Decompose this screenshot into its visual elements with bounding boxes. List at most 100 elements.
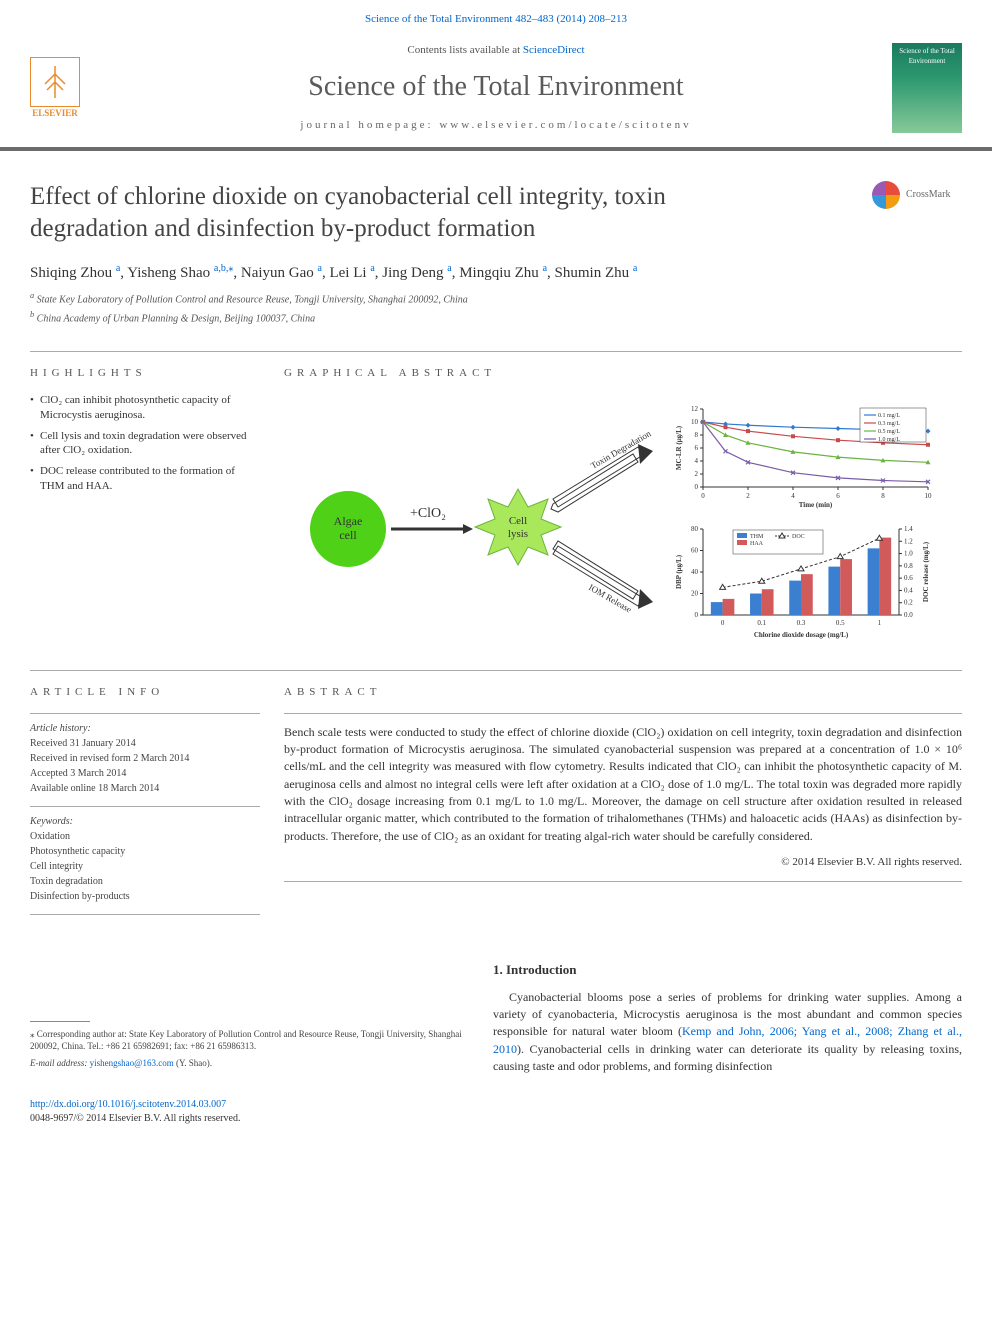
arrow-1-label: +ClO₂ — [410, 506, 446, 521]
homepage-line: journal homepage: www.elsevier.com/locat… — [100, 118, 892, 133]
graphical-abstract-column: GRAPHICAL ABSTRACT Algae cell +ClO₂ Cell… — [284, 366, 962, 665]
email-label: E-mail address: — [30, 1058, 90, 1068]
elsevier-logo: ELSEVIER — [20, 48, 90, 128]
algae-label-2: cell — [339, 528, 357, 542]
svg-text:2: 2 — [746, 492, 750, 500]
abstract-label: ABSTRACT — [284, 685, 962, 700]
svg-text:DBP (μg/L): DBP (μg/L) — [675, 554, 683, 589]
author-aff-sup: a — [543, 263, 547, 274]
masthead: ELSEVIER Contents lists available at Sci… — [0, 35, 992, 151]
doi-block: http://dx.doi.org/10.1016/j.scitotenv.20… — [0, 1086, 992, 1146]
author-aff-sup: a — [116, 263, 120, 274]
email-link[interactable]: yishengshao@163.com — [90, 1058, 174, 1068]
svg-text:8: 8 — [695, 431, 699, 439]
intro-section: ⁎ Corresponding author at: State Key Lab… — [0, 941, 992, 1086]
corresponding-author-note: ⁎ Corresponding author at: State Key Lab… — [30, 1028, 463, 1053]
sciencedirect-link[interactable]: ScienceDirect — [523, 44, 585, 56]
arrow-1-head — [463, 524, 473, 534]
journal-cover-thumb: Science of the Total Environment — [892, 43, 962, 133]
contents-prefix: Contents lists available at — [407, 44, 522, 56]
svg-text:MC-LR (μg/L): MC-LR (μg/L) — [675, 425, 683, 470]
svg-text:1.0 mg/L: 1.0 mg/L — [878, 437, 900, 443]
corresponding-star-icon: ⁎ — [228, 263, 233, 274]
keyword: Oxidation — [30, 830, 260, 844]
keyword: Photosynthetic capacity — [30, 845, 260, 859]
history-line: Received 31 January 2014 — [30, 737, 260, 751]
highlight-item: Cell lysis and toxin degradation were ob… — [30, 429, 260, 459]
title-line-1: Effect of chlorine dioxide on cyanobacte… — [30, 183, 666, 210]
author: Naiyun Gao a — [241, 265, 322, 281]
doi-link[interactable]: http://dx.doi.org/10.1016/j.scitotenv.20… — [30, 1099, 226, 1110]
cover-label: Science of the Total Environment — [899, 47, 955, 65]
divider — [30, 806, 260, 807]
svg-text:0.5: 0.5 — [836, 619, 845, 627]
graphical-label: GRAPHICAL ABSTRACT — [284, 366, 962, 381]
divider — [284, 881, 962, 882]
highlights-list: ClO₂ can inhibit photosynthetic capacity… — [30, 393, 260, 494]
svg-text:6: 6 — [695, 444, 699, 452]
svg-text:60: 60 — [691, 546, 699, 554]
svg-text:10: 10 — [925, 492, 933, 500]
bar-chart: 0204060800.00.20.40.60.81.01.21.400.10.3… — [675, 525, 930, 639]
svg-text:0.3 mg/L: 0.3 mg/L — [878, 421, 900, 427]
svg-text:4: 4 — [695, 457, 699, 465]
svg-text:12: 12 — [691, 405, 699, 413]
svg-text:0.8: 0.8 — [904, 562, 913, 570]
svg-text:0: 0 — [701, 492, 705, 500]
copyright-line: © 2014 Elsevier B.V. All rights reserved… — [284, 855, 962, 870]
elsevier-tree-icon — [30, 57, 80, 107]
lysis-label-2: lysis — [508, 528, 528, 540]
svg-text:0: 0 — [695, 483, 699, 491]
aff-b-text: China Academy of Urban Planning & Design… — [37, 314, 315, 325]
highlight-item: DOC release contributed to the formation… — [30, 464, 260, 494]
author: Mingqiu Zhu a — [459, 265, 547, 281]
svg-text:0: 0 — [695, 611, 699, 619]
authors-line: Shiqing Zhou a, Yisheng Shao a,b,⁎, Naiy… — [0, 252, 992, 290]
crossmark-label: CrossMark — [906, 188, 950, 202]
publisher-name: ELSEVIER — [32, 107, 78, 120]
article-info-column: ARTICLE INFO Article history: Received 3… — [30, 685, 260, 920]
svg-text:0.6: 0.6 — [904, 574, 913, 582]
top-citation: Science of the Total Environment 482–483… — [0, 0, 992, 35]
homepage-label: journal homepage: — [300, 119, 439, 131]
divider — [30, 670, 962, 671]
keywords-heading: Keywords: — [30, 815, 260, 829]
svg-text:1.4: 1.4 — [904, 525, 913, 533]
masthead-center: Contents lists available at ScienceDirec… — [100, 43, 892, 133]
toxin-arrow: Toxin Degradation — [551, 428, 653, 512]
iom-arrow: IOM Release — [553, 541, 653, 615]
svg-text:8: 8 — [881, 492, 885, 500]
affiliation-a: a State Key Laboratory of Pollution Cont… — [30, 290, 962, 307]
intro-text-post: ). Cyanobacterial cells in drinking wate… — [493, 1042, 962, 1073]
svg-text:0: 0 — [721, 619, 725, 627]
author-aff-sup: a — [370, 263, 374, 274]
author-aff-sup: a — [318, 263, 322, 274]
divider — [30, 351, 962, 352]
journal-name: Science of the Total Environment — [100, 67, 892, 106]
highlights-label: HIGHLIGHTS — [30, 366, 260, 381]
lysis-node: Cell lysis — [475, 489, 561, 565]
keyword: Disinfection by-products — [30, 890, 260, 904]
svg-text:1.0: 1.0 — [904, 550, 913, 558]
svg-text:10: 10 — [691, 418, 699, 426]
svg-text:0.0: 0.0 — [904, 611, 913, 619]
author: Yisheng Shao a,b,⁎ — [127, 265, 233, 281]
article-title: Effect of chlorine dioxide on cyanobacte… — [30, 181, 852, 244]
author: Jing Deng a — [382, 265, 451, 281]
article-header: Effect of chlorine dioxide on cyanobacte… — [0, 151, 992, 252]
author-aff-sup: a — [447, 263, 451, 274]
divider — [284, 713, 962, 714]
crossmark-badge[interactable]: CrossMark — [872, 181, 962, 209]
svg-text:DOC: DOC — [792, 534, 805, 540]
affiliation-b: b China Academy of Urban Planning & Desi… — [30, 309, 962, 326]
intro-paragraph: Cyanobacterial blooms pose a series of p… — [493, 989, 962, 1076]
history-line: Available online 18 March 2014 — [30, 782, 260, 796]
article-info-label: ARTICLE INFO — [30, 685, 260, 700]
svg-text:0.4: 0.4 — [904, 586, 913, 594]
svg-text:0.1 mg/L: 0.1 mg/L — [878, 413, 900, 419]
author: Shiqing Zhou a — [30, 265, 120, 281]
author: Lei Li a — [329, 265, 374, 281]
top-citation-link[interactable]: Science of the Total Environment 482–483… — [365, 13, 627, 25]
svg-text:1.2: 1.2 — [904, 537, 913, 545]
graphical-abstract-svg: Algae cell +ClO₂ Cell lysis Toxin Degr — [284, 399, 962, 639]
